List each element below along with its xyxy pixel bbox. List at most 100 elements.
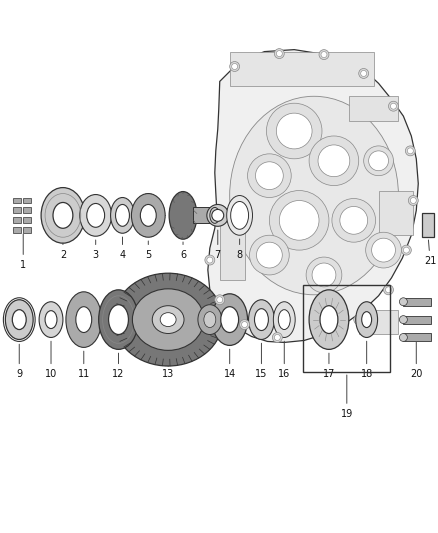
Bar [422,213,434,237]
Ellipse shape [269,191,329,250]
Bar [403,334,431,342]
Circle shape [274,335,280,341]
Ellipse shape [230,96,399,295]
Bar [230,52,374,86]
Text: 12: 12 [112,353,125,379]
Ellipse shape [227,196,253,235]
Ellipse shape [356,302,378,337]
Circle shape [410,198,416,204]
Bar [23,227,31,233]
Ellipse shape [212,294,247,345]
Ellipse shape [320,306,338,334]
Ellipse shape [231,201,248,229]
Circle shape [403,247,410,253]
Bar [349,96,399,121]
Ellipse shape [248,300,274,340]
Ellipse shape [169,191,197,239]
Circle shape [391,103,396,109]
Circle shape [359,68,369,78]
Ellipse shape [53,203,73,228]
Ellipse shape [399,334,407,342]
Ellipse shape [210,207,220,223]
Circle shape [408,196,418,205]
Circle shape [321,52,327,58]
Text: 21: 21 [424,240,436,266]
Ellipse shape [266,103,322,159]
Ellipse shape [204,312,216,328]
Bar [303,285,391,372]
Text: 5: 5 [145,241,152,260]
Bar [23,207,31,213]
Circle shape [389,101,399,111]
Bar [23,217,31,223]
Circle shape [272,333,282,342]
Circle shape [274,49,284,59]
Ellipse shape [399,316,407,324]
Ellipse shape [140,205,156,227]
Bar [378,191,413,235]
Text: 20: 20 [410,342,423,379]
Circle shape [205,255,215,265]
Ellipse shape [198,305,222,335]
Ellipse shape [306,257,342,293]
Circle shape [207,257,213,263]
Ellipse shape [366,232,401,268]
Ellipse shape [80,195,112,236]
Text: 2: 2 [60,243,66,260]
Ellipse shape [116,205,130,227]
Ellipse shape [152,306,184,334]
Circle shape [384,285,393,295]
Bar [403,298,431,306]
Ellipse shape [369,151,389,171]
Ellipse shape [41,188,85,243]
Text: 13: 13 [162,366,174,379]
Ellipse shape [207,205,229,227]
Text: 14: 14 [223,349,236,379]
Ellipse shape [276,113,312,149]
Text: 7: 7 [215,230,221,260]
Bar [220,220,244,280]
Ellipse shape [160,313,176,327]
Ellipse shape [66,292,102,348]
Circle shape [354,314,364,325]
Ellipse shape [340,206,367,234]
Text: 11: 11 [78,351,90,379]
Ellipse shape [364,146,393,176]
Ellipse shape [312,263,336,287]
Ellipse shape [221,306,239,333]
Circle shape [385,287,392,293]
Bar [359,310,399,335]
Ellipse shape [254,309,268,330]
Ellipse shape [212,209,224,221]
Circle shape [316,335,322,341]
Text: 6: 6 [180,242,186,260]
Ellipse shape [76,306,92,333]
Ellipse shape [318,145,350,176]
Ellipse shape [131,193,165,237]
Circle shape [276,51,282,56]
Ellipse shape [257,242,282,268]
Ellipse shape [273,302,295,337]
Ellipse shape [371,238,396,262]
Text: 4: 4 [120,237,126,260]
Bar [13,217,21,223]
Ellipse shape [132,289,204,350]
Bar [13,198,21,204]
Circle shape [361,70,367,76]
Text: 3: 3 [92,240,99,260]
Text: 18: 18 [360,341,373,379]
Ellipse shape [309,136,359,185]
Circle shape [407,148,413,154]
Circle shape [319,50,329,60]
Ellipse shape [45,311,57,328]
Ellipse shape [5,300,33,340]
Bar [23,198,31,204]
Polygon shape [208,50,418,342]
Ellipse shape [278,310,290,329]
Circle shape [242,321,247,328]
Text: 9: 9 [16,344,22,379]
Ellipse shape [332,198,376,242]
Text: 16: 16 [278,341,290,379]
Ellipse shape [87,204,105,227]
Text: 17: 17 [323,353,335,379]
